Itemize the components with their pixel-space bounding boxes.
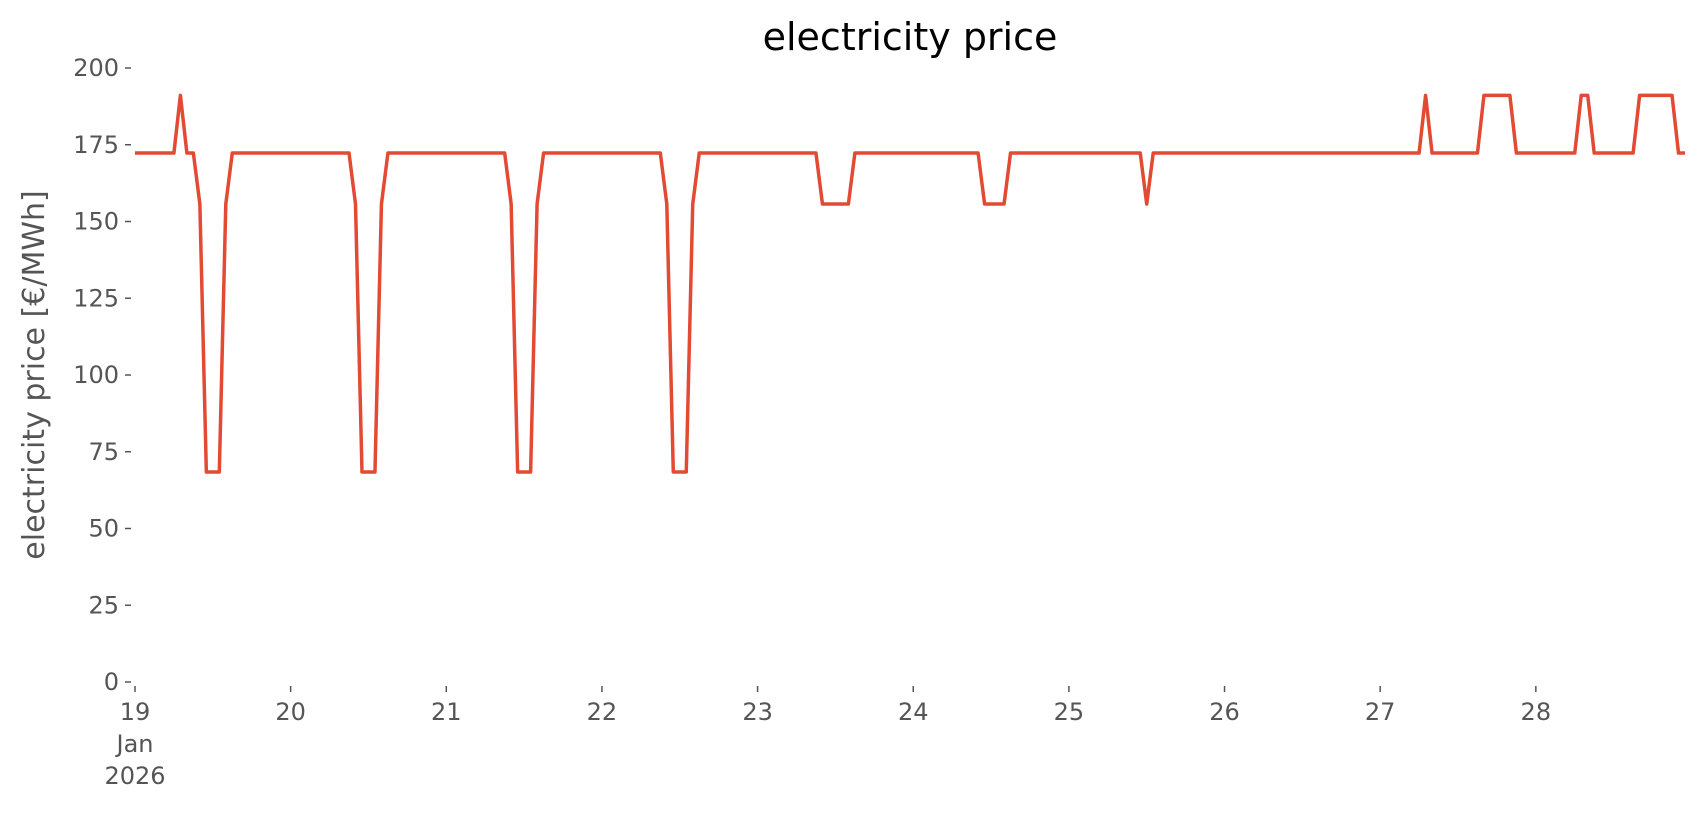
x-tick-label: 22 [586,698,618,726]
y-tick-label: 25 [88,591,119,619]
chart-title: electricity price [763,15,1058,59]
y-tick-label: 150 [73,208,119,236]
y-tick-label: 75 [88,438,119,466]
y-tick-label: 0 [104,668,119,696]
x-tick-label: 23 [742,698,773,726]
x-tick-label: 27 [1364,698,1396,726]
x-tick-label: 21 [431,698,462,726]
x-tick-label: 19 Jan 2026 [104,698,166,790]
y-tick-label: 175 [73,131,119,159]
x-tick-label: 20 [275,698,306,726]
y-tick-label: 50 [88,515,119,543]
x-tick-label: 28 [1520,698,1552,726]
x-tick-label: 26 [1209,698,1240,726]
y-tick-label: 100 [73,361,119,389]
x-tick-label: 24 [897,698,929,726]
y-tick-label: 200 [73,54,119,82]
x-tick-label: 25 [1053,698,1085,726]
y-axis-label: electricity price [€/MWh] [17,190,52,559]
price-line [135,93,1685,474]
y-tick-label: 125 [73,284,119,312]
